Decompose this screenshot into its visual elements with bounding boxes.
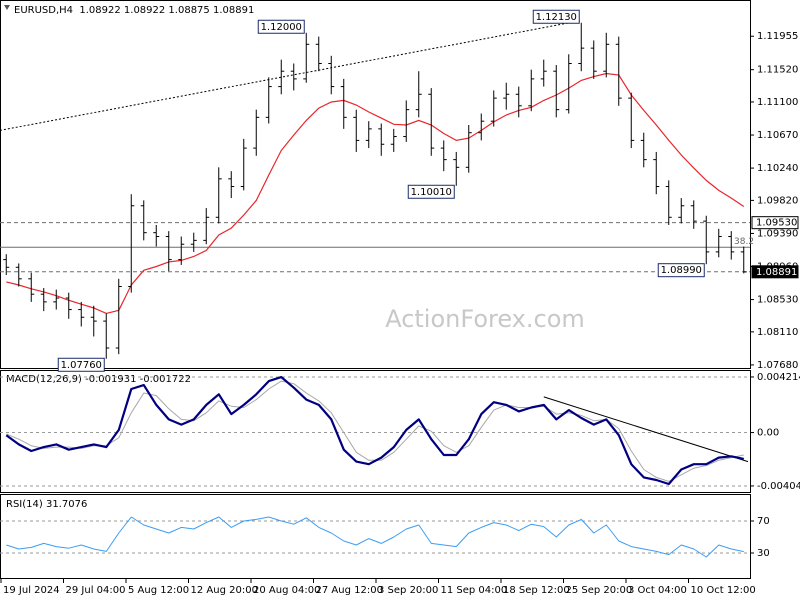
moving-average xyxy=(6,72,745,315)
series-line xyxy=(5,376,745,486)
annotation-label: 1.12130 xyxy=(536,12,577,23)
x-tick-label: 12 Aug 20:00 xyxy=(191,585,258,596)
y-tick-label: 30 xyxy=(757,548,770,559)
y-tick-label: 1.10670 xyxy=(757,130,798,141)
y-tick-label: 70 xyxy=(757,516,770,527)
annotation-label: 1.10010 xyxy=(411,187,452,198)
panel-title: EURUSD,H4 1.08922 1.08922 1.08875 1.0889… xyxy=(14,5,254,16)
y-tick-label: 1.11955 xyxy=(757,31,798,42)
y-tick-label: 1.08530 xyxy=(757,295,798,306)
x-tick-label: 27 Aug 12:00 xyxy=(316,585,383,596)
level-label: 38.2 xyxy=(734,237,754,247)
y-tick-label: 1.09390 xyxy=(757,228,798,239)
symbol-icon xyxy=(4,5,10,10)
x-tick-label: 11 Sep 04:00 xyxy=(441,585,508,596)
annotation-box xyxy=(657,263,705,278)
x-tick-label: 5 Aug 12:00 xyxy=(128,585,189,596)
series-line xyxy=(6,516,744,558)
y-tick-label: 1.07680 xyxy=(757,360,798,371)
y-tick-label: 1.10240 xyxy=(757,163,798,174)
rsi-panel-frame xyxy=(0,494,751,579)
annotation-label: 1.08990 xyxy=(661,265,702,276)
x-tick-label: 19 Jul 2024 xyxy=(3,585,60,596)
y-tick-label: 1.11520 xyxy=(757,65,798,76)
macd-panel-frame xyxy=(0,370,751,493)
level-label: 1.08891 xyxy=(756,267,797,278)
y-tick-label: 1.11100 xyxy=(757,97,798,108)
trendline xyxy=(543,396,749,463)
annotation-label: 1.07760 xyxy=(61,360,102,371)
level-label-box xyxy=(751,265,799,279)
annotation-box xyxy=(532,9,580,24)
x-tick-label: 20 Aug 04:00 xyxy=(253,585,320,596)
level-label-box xyxy=(751,216,799,230)
panel-title: MACD(12,26,9) -0.001931 -0.001722 xyxy=(6,374,191,385)
x-tick-label: 18 Sep 12:00 xyxy=(503,585,570,596)
y-tick-label: 0.00 xyxy=(757,428,779,439)
x-tick-label: 25 Sep 20:00 xyxy=(566,585,633,596)
annotation-box xyxy=(57,357,105,372)
annotation-box xyxy=(257,19,305,34)
price-panel-frame xyxy=(0,0,751,369)
panel-title: RSI(14) 31.7076 xyxy=(6,499,87,510)
level-label: 1.09530 xyxy=(756,218,797,229)
y-tick-label: -0.004047 xyxy=(757,481,800,492)
x-tick-label: 10 Oct 12:00 xyxy=(691,585,756,596)
x-tick-label: 3 Sep 20:00 xyxy=(378,585,438,596)
trendline xyxy=(0,20,582,131)
annotation-box xyxy=(407,184,455,199)
y-tick-label: 0.004214 xyxy=(757,372,800,383)
x-tick-label: 29 Jul 04:00 xyxy=(66,585,126,596)
x-tick-label: 3 Oct 04:00 xyxy=(628,585,687,596)
y-tick-label: 1.08110 xyxy=(757,327,798,338)
annotation-label: 1.12000 xyxy=(261,22,302,33)
y-tick-label: 1.09820 xyxy=(757,195,798,206)
watermark: ActionForex.com xyxy=(385,305,585,333)
